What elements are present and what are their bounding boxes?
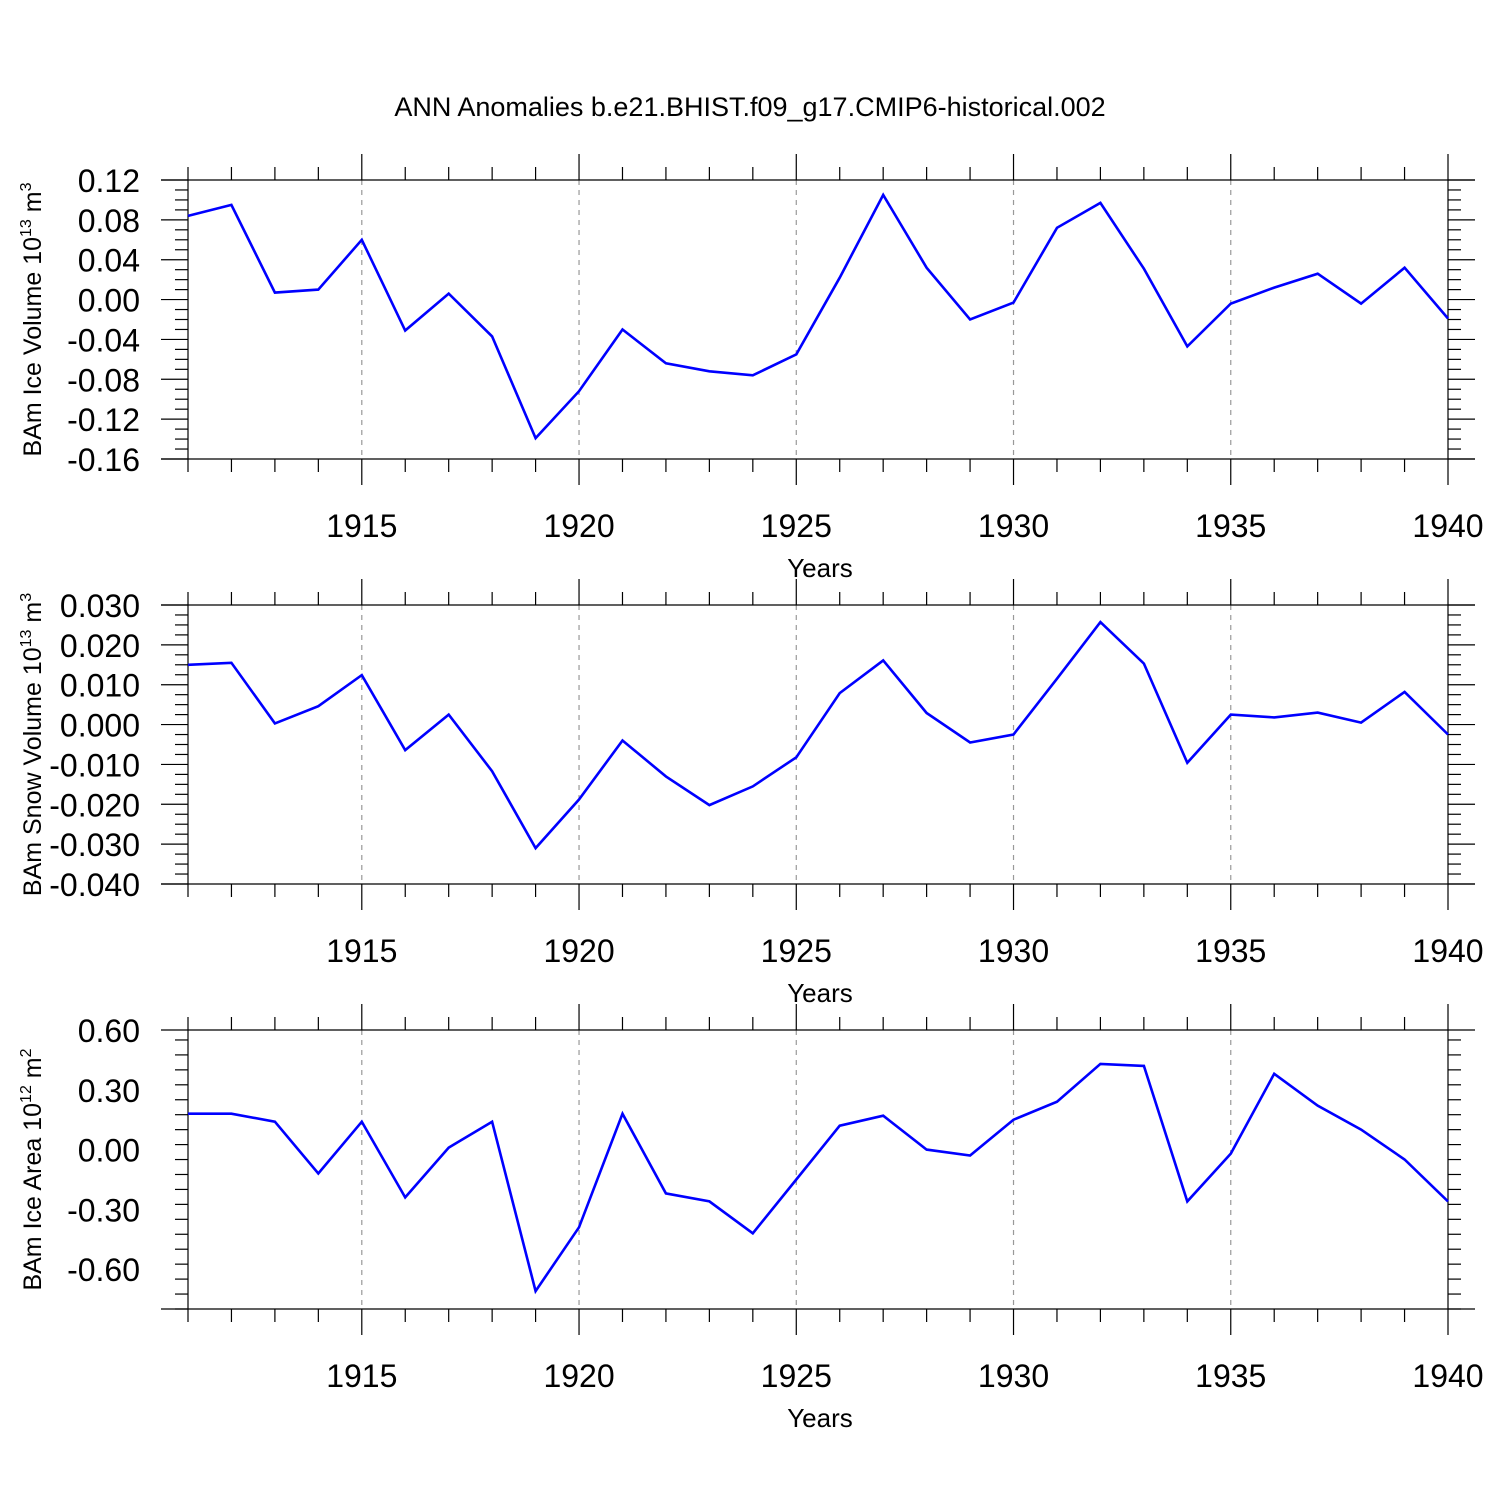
y-tick-label: 0.010	[60, 668, 140, 704]
x-tick-label-1940: 1940	[1412, 508, 1483, 544]
x-tick-label-1940: 1940	[1412, 1358, 1483, 1394]
x-tick-label-1930: 1930	[978, 1358, 1049, 1394]
x-tick-label-1940: 1940	[1412, 933, 1483, 969]
y-axis-label-ylabel-exp: 13	[18, 629, 35, 647]
panel-3: 1915 1920 1925 1930 1935 1940 Years 0.60 0.30 0.0…	[18, 1004, 1484, 1433]
y-tick-label: -0.60	[67, 1252, 140, 1288]
y-axis-label: BAm Ice Area 1012 m2	[18, 1048, 47, 1290]
panels: 1915 1920 1925 1930 1935 1940 Years 0.12 0.08 0.0…	[18, 154, 1484, 1433]
y-axis-label-ylabel-unit: m	[19, 602, 47, 630]
x-tick-label-1930: 1930	[978, 933, 1049, 969]
series-line	[187, 620, 1449, 851]
x-tick-label-1925: 1925	[761, 508, 832, 544]
y-tick-label: 0.030	[60, 588, 140, 624]
y-tick-label: -0.08	[67, 362, 140, 398]
x-tick-label-1935: 1935	[1195, 1358, 1266, 1394]
y-tick-label: 0.00	[78, 283, 140, 319]
y-axis-label-ylabel-unit-exp: 3	[18, 182, 35, 191]
series-line	[187, 192, 1449, 441]
y-tick-label: 0.000	[60, 708, 140, 744]
y-axis-label: BAm Ice Volume 1013 m3	[18, 182, 47, 456]
y-tick-label: 0.00	[78, 1133, 140, 1169]
y-axis-label-ylabel-prefix: BAm Ice Volume 10	[19, 237, 47, 457]
y-tick-label: 0.60	[78, 1013, 140, 1049]
x-tick-label-1935: 1935	[1195, 933, 1266, 969]
y-tick-label: 0.08	[78, 203, 140, 239]
y-axis-label-ylabel-unit: m	[19, 1057, 47, 1085]
x-tick-label-1935: 1935	[1195, 508, 1266, 544]
y-axis-label: BAm Snow Volume 1013 m3	[18, 593, 47, 896]
x-tick-label-1925: 1925	[761, 1358, 832, 1394]
x-axis-label: Years	[787, 1403, 853, 1433]
figure-title: ANN Anomalies b.e21.BHIST.f09_g17.CMIP6-…	[394, 92, 1105, 122]
x-tick-label-1920: 1920	[543, 508, 614, 544]
x-tick-label-1915: 1915	[326, 933, 397, 969]
x-tick-label-1915: 1915	[326, 1358, 397, 1394]
y-axis-label-ylabel-exp: 13	[18, 219, 35, 237]
x-tick-label-1925: 1925	[761, 933, 832, 969]
panel-1: 1915 1920 1925 1930 1935 1940 Years 0.12 0.08 0.0…	[18, 154, 1484, 583]
x-tick-label-1920: 1920	[543, 1358, 614, 1394]
y-axis-label-ylabel-prefix: BAm Ice Area 10	[19, 1103, 47, 1291]
y-tick-label: 0.30	[78, 1073, 140, 1109]
y-tick-label: -0.12	[67, 402, 140, 438]
x-tick-label-1930: 1930	[978, 508, 1049, 544]
y-tick-label: -0.040	[49, 867, 140, 903]
y-axis-label-ylabel-exp: 12	[18, 1085, 35, 1103]
y-tick-label: -0.04	[67, 322, 140, 358]
y-tick-label: -0.020	[49, 787, 140, 823]
panel-2: 1915 1920 1925 1930 1935 1940 Years 0.030 0.020 0…	[18, 579, 1484, 1008]
y-tick-label: -0.16	[67, 442, 140, 478]
x-axis-label: Years	[787, 553, 853, 583]
y-axis-label-ylabel-unit-exp: 3	[18, 593, 35, 602]
y-axis-label-ylabel-unit-exp: 2	[18, 1048, 35, 1057]
y-axis-label-ylabel-unit: m	[19, 191, 47, 219]
x-axis-label: Years	[787, 978, 853, 1008]
x-tick-label-1920: 1920	[543, 933, 614, 969]
y-tick-label: -0.30	[67, 1192, 140, 1228]
y-tick-label: -0.030	[49, 827, 140, 863]
y-axis-label-ylabel-prefix: BAm Snow Volume 10	[19, 647, 47, 896]
y-tick-label: -0.010	[49, 747, 140, 783]
y-tick-label: 0.12	[78, 163, 140, 199]
x-tick-label-1915: 1915	[326, 508, 397, 544]
y-tick-label: 0.020	[60, 628, 140, 664]
series-line	[188, 1062, 1449, 1295]
y-tick-label: 0.04	[78, 243, 140, 279]
